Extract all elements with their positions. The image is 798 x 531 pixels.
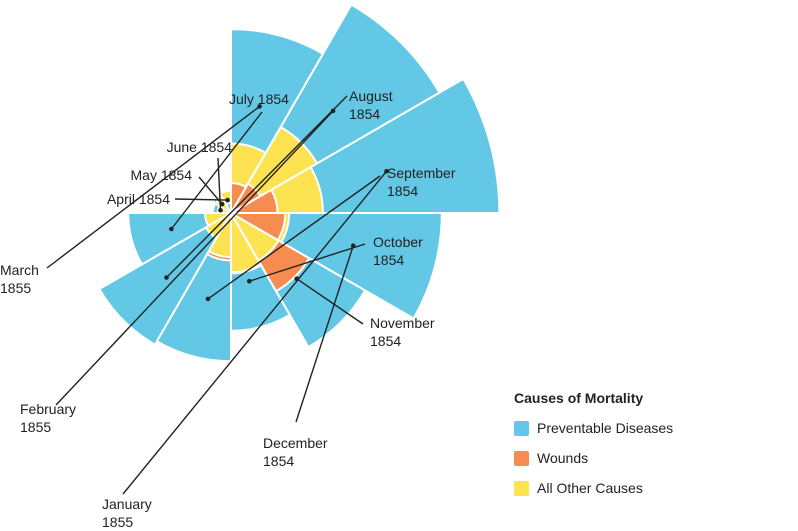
month-label-line-november-1854-1: 1854	[370, 333, 401, 349]
legend: Causes of Mortality Preventable Diseases…	[514, 390, 673, 508]
month-label-december-1854: December 1854	[263, 435, 328, 469]
legend-swatch-preventable	[514, 420, 529, 436]
month-label-august-1854: August 1854	[349, 88, 393, 122]
month-label-line-august-1854-1: 1854	[349, 106, 380, 122]
month-label-october-1854: October 1854	[373, 234, 423, 268]
month-label-march-1855: March 1855	[0, 262, 39, 296]
wedge-march-1855-wounds	[230, 181, 248, 214]
month-label-july-1854: July 1854	[229, 91, 289, 107]
month-label-line-january-1855-1: 1855	[102, 514, 133, 530]
month-labels-group: April 1854 May 1854 June 1854 July 1854 Augu…	[0, 88, 456, 530]
month-label-line-january-1855-0: January	[102, 496, 152, 512]
leader-line-may-1854	[198, 176, 223, 205]
month-label-line-april-1854-0: April 1854	[107, 191, 170, 207]
leader-line-march-1855	[46, 105, 261, 269]
leader-dot-october-1854	[247, 278, 252, 284]
leader-line-june-1854	[217, 157, 222, 211]
month-label-may-1854: May 1854	[131, 167, 193, 183]
legend-item-other: All Other Causes	[514, 478, 673, 498]
leader-line-september-1854	[207, 175, 381, 300]
leader-line-october-1854	[249, 243, 366, 282]
leader-line-august-1854	[166, 95, 348, 278]
leader-dot-february-1855	[330, 108, 336, 114]
leader-lines-group	[46, 95, 389, 495]
month-label-line-march-1855-1: 1855	[0, 280, 31, 296]
month-label-line-june-1854-0: June 1854	[167, 139, 233, 155]
leader-line-january-1855	[122, 170, 388, 495]
leader-dot-june-1854	[218, 207, 223, 213]
leader-dot-july-1854	[169, 226, 174, 232]
leader-dot-march-1855	[257, 104, 262, 109]
leader-line-december-1854	[295, 245, 354, 423]
month-label-line-february-1855-1: 1855	[20, 419, 51, 435]
leader-line-november-1854	[296, 278, 364, 325]
month-label-line-september-1854-1: 1854	[387, 183, 418, 199]
leader-dot-april-1854	[225, 197, 230, 203]
month-label-line-december-1854-0: December	[263, 435, 328, 451]
leader-dot-january-1855	[384, 169, 389, 174]
legend-swatch-wounds	[514, 450, 529, 466]
leader-dot-september-1854	[205, 296, 211, 302]
month-label-line-september-1854-0: September	[387, 165, 456, 181]
month-label-september-1854: September 1854	[387, 165, 456, 199]
month-label-february-1855: February 1855	[20, 401, 76, 435]
legend-item-wounds: Wounds	[514, 448, 673, 468]
month-label-line-november-1854-0: November	[370, 315, 435, 331]
month-label-line-october-1854-0: October	[373, 234, 423, 250]
month-label-line-july-1854-0: July 1854	[229, 91, 289, 107]
legend-label-preventable: Preventable Diseases	[537, 420, 674, 436]
month-label-line-october-1854-1: 1854	[373, 252, 404, 268]
legend-title: Causes of Mortality	[514, 390, 644, 406]
leader-line-july-1854	[170, 111, 263, 230]
month-label-line-december-1854-1: 1854	[263, 453, 294, 469]
month-label-line-may-1854-0: May 1854	[131, 167, 193, 183]
month-label-june-1854: June 1854	[167, 139, 233, 155]
month-label-april-1854: April 1854	[107, 191, 170, 207]
month-label-january-1855: January 1855	[102, 496, 152, 530]
legend-item-preventable: Preventable Diseases	[514, 418, 673, 438]
month-label-line-february-1855-0: February	[20, 401, 76, 417]
month-label-line-august-1854-0: August	[349, 88, 393, 104]
leader-dot-december-1854	[350, 243, 356, 248]
legend-label-wounds: Wounds	[537, 450, 589, 466]
leader-line-february-1855	[55, 110, 334, 406]
legend-label-other: All Other Causes	[537, 480, 643, 496]
legend-swatch-other	[514, 480, 529, 496]
month-label-line-march-1855-0: March	[0, 262, 39, 278]
month-label-november-1854: November 1854	[370, 315, 435, 349]
leader-dot-august-1854	[164, 275, 169, 280]
